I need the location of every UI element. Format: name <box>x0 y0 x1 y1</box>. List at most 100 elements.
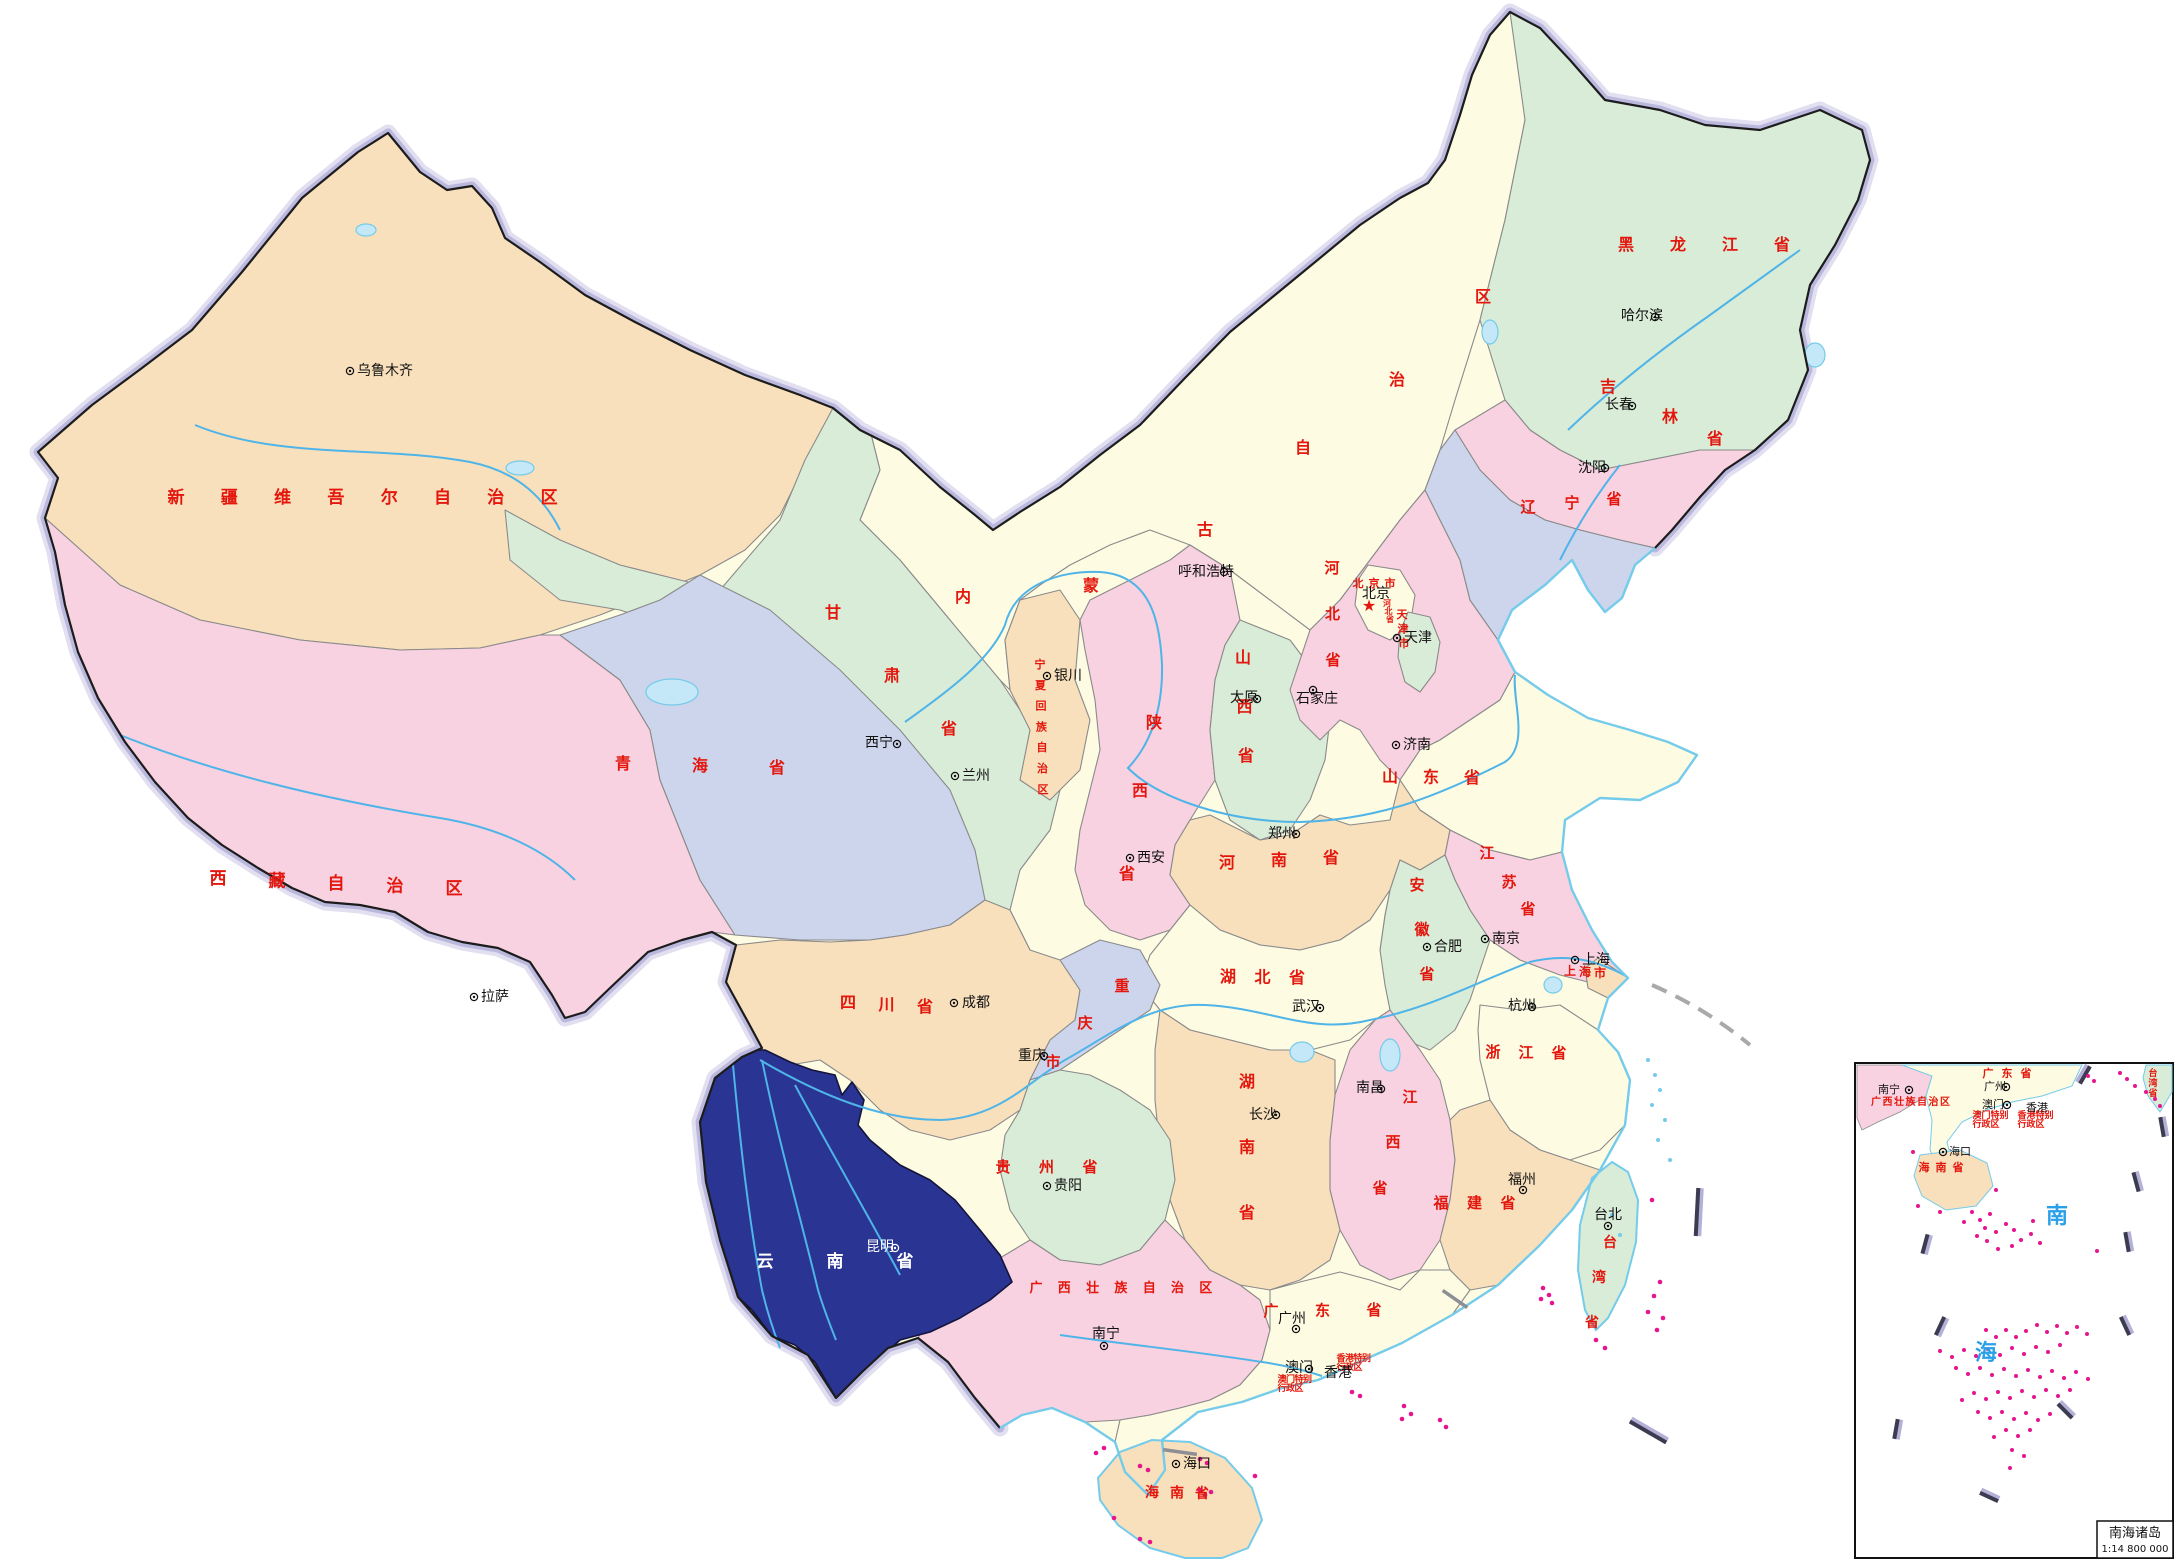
city-marker-guangzhou <box>1291 1324 1301 1334</box>
lake-poyang <box>1379 1038 1401 1072</box>
province-label-beijingshi: 京 <box>1369 576 1380 590</box>
province-label-xizang: 区 <box>446 879 463 899</box>
province-label-qinghai: 海 <box>692 756 708 775</box>
province-label-xizang: 自 <box>328 873 345 894</box>
city-marker-wulumuqi <box>345 366 355 376</box>
inset-island-dot-77 <box>2024 1411 2028 1415</box>
province-label-hunan: 省 <box>1238 1203 1255 1222</box>
islet-dot-5 <box>1656 1138 1660 1142</box>
city-marker-huhehaote <box>1219 567 1229 577</box>
city-marker-dot-zhengzhou <box>1294 832 1298 836</box>
main-island-dots <box>1093 1197 1666 1545</box>
province-label-neimenggu: 治 <box>1389 370 1405 389</box>
city-guangzhou: 广州 <box>1278 1311 1306 1327</box>
city-lasa: 拉萨 <box>481 989 509 1005</box>
island-dot-23 <box>1197 1456 1203 1462</box>
inset-island-dot-79 <box>2048 1412 2052 1416</box>
city-marker-dot-taiyuan <box>1255 697 1259 701</box>
city-marker-hangzhou <box>1527 1002 1537 1012</box>
province-label-guangdong: 东 <box>1315 1302 1330 1320</box>
city-marker-chengdu <box>949 998 959 1008</box>
inset-label-inset-guangxi: 西 <box>1883 1096 1893 1108</box>
inset-island-dot-26 <box>1994 1188 1998 1192</box>
island-dot-17 <box>1349 1389 1355 1395</box>
inset-island-dots <box>1911 1071 2162 1470</box>
city-marker-dot-hefei <box>1425 945 1429 949</box>
province-label-guangxi: 西 <box>1058 1281 1071 1296</box>
city-marker-dot-xian <box>1128 856 1132 860</box>
province-shape-zhejiang[interactable] <box>1477 1004 1631 1161</box>
inset-island-dot-86 <box>2008 1466 2012 1470</box>
city-marker-wuhan <box>1315 1003 1325 1013</box>
city-capital-star: ★ <box>1362 596 1376 615</box>
province-label-chongqingshi: 市 <box>1045 1053 1060 1071</box>
city-guiyang: 贵阳 <box>1054 1178 1082 1194</box>
province-label-hebei-small: 河 <box>1383 598 1391 608</box>
province-label-aomen-sar-2: 区 <box>1294 1383 1303 1394</box>
inset-island-dot-73 <box>1976 1410 1980 1414</box>
province-label-guangxi: 壮 <box>1086 1280 1099 1296</box>
city-marker-fuzhou <box>1518 1185 1528 1195</box>
inset-island-dot-38 <box>2075 1325 2079 1329</box>
inset-island-dot-70 <box>1984 1397 1988 1401</box>
city-marker-shenyang <box>1600 463 1610 473</box>
island-dot-1 <box>1546 1292 1552 1298</box>
city-marker-dot-yinchuan <box>1045 674 1049 678</box>
inset-label-inset-xianggang-sar-1: 别 <box>2043 1109 2053 1121</box>
province-label-qinghai: 青 <box>615 754 631 773</box>
city-zhengzhou: 郑州 <box>1268 826 1296 842</box>
island-hainan[interactable] <box>1096 1438 1264 1559</box>
inset-island-dot-35 <box>2045 1330 2049 1334</box>
inset-island-dot-51 <box>1954 1366 1958 1370</box>
inset-taiwan-shape <box>2142 1064 2173 1113</box>
island-dot-4 <box>1649 1197 1655 1203</box>
province-label-fujian: 省 <box>1499 1194 1515 1212</box>
inset-island-dot-20 <box>2125 1077 2129 1081</box>
inset-island-dot-7 <box>2019 1238 2023 1242</box>
province-label-hebei: 北 <box>1325 605 1340 623</box>
inset-label-inset-taiwan: 台 <box>2148 1067 2157 1079</box>
province-label-guizhou: 贵 <box>995 1158 1010 1176</box>
province-label-guangxi: 治 <box>1171 1280 1184 1296</box>
island-dot-28 <box>1111 1515 1117 1521</box>
inset-dash-shadow-2 <box>2133 1170 2144 1192</box>
island-taiwan[interactable] <box>1576 1160 1640 1332</box>
province-shape-ningxia[interactable] <box>1004 589 1091 801</box>
province-label-chongqingshi: 重 <box>1114 977 1129 995</box>
rivers <box>119 249 1801 1377</box>
inset-label-inset-guangxi: 治 <box>1929 1095 1939 1108</box>
city-nanning: 南宁 <box>1092 1325 1120 1342</box>
river-lancang <box>761 1059 837 1341</box>
province-label-xinjiang: 疆 <box>221 488 238 508</box>
inset-island-dot-6 <box>2012 1228 2016 1232</box>
inset-city-marker-inset-haikou <box>1938 1147 1948 1157</box>
province-label-jiangsu: 江 <box>1479 844 1494 862</box>
inset-dash-shadow-5 <box>1936 1317 1950 1338</box>
inset-label-inset-aomen-sar-1: 特 <box>1990 1109 1999 1121</box>
city-beijing: 北京 <box>1362 586 1390 602</box>
province-shape-beijing[interactable] <box>1354 564 1416 641</box>
city-marker-dot-shanghai <box>1573 958 1577 962</box>
province-label-sichuan: 川 <box>877 995 894 1014</box>
inset-island-dot-83 <box>1992 1435 1996 1439</box>
inset-label-sea-hai: 海 <box>1975 1340 1997 1366</box>
inset-island-dot-32 <box>2014 1335 2018 1339</box>
province-label-ningxia: 回 <box>1036 699 1047 713</box>
city-marker-dot-chongqing <box>1042 1054 1046 1058</box>
province-shape-chongqing[interactable] <box>1029 939 1161 1081</box>
inset-dash-shadow-1 <box>2160 1116 2170 1137</box>
province-label-aomen-sar-1: 特 <box>1294 1373 1303 1385</box>
inset-dash-shadow-8 <box>1894 1419 1904 1440</box>
city-taibei: 台北 <box>1594 1207 1622 1223</box>
inset-dash-shadow-6 <box>2121 1314 2135 1335</box>
inset-island-dot-60 <box>2062 1376 2066 1380</box>
island-dot-15 <box>1437 1417 1443 1423</box>
province-label-xinjiang: 区 <box>541 488 558 508</box>
province-label-hubei: 湖 <box>1220 967 1236 986</box>
inset-label-inset-guangxi: 族 <box>1906 1095 1917 1108</box>
province-label-xinjiang: 维 <box>274 487 291 508</box>
inset-label-inset-hainan: 海 <box>1919 1160 1930 1174</box>
province-label-anhui: 省 <box>1418 965 1434 983</box>
province-label-shandong: 省 <box>1463 768 1480 787</box>
